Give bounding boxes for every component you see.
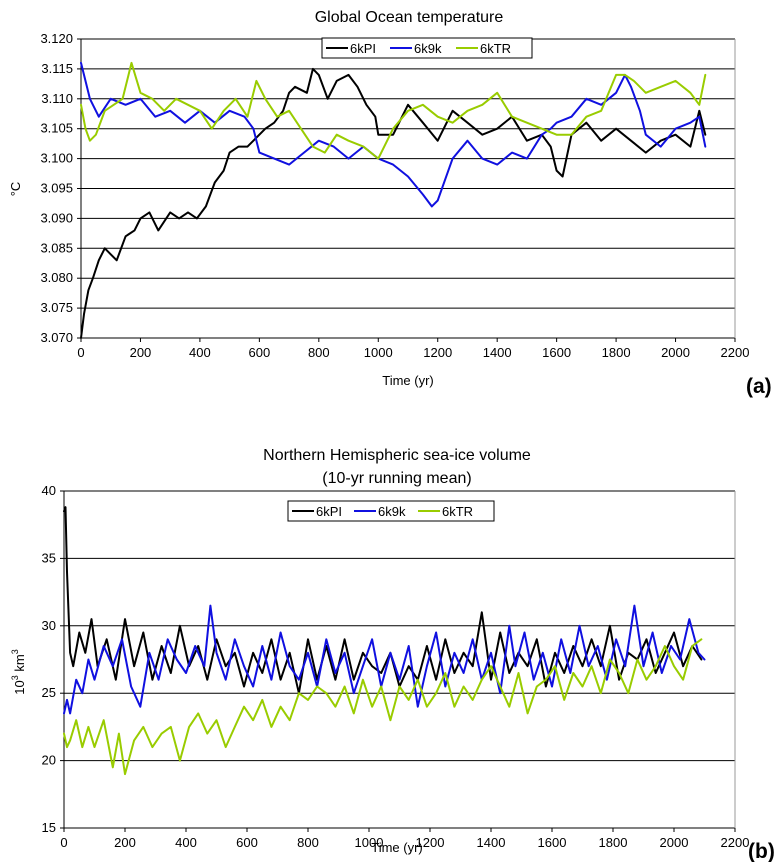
chart-b-title: Northern Hemispheric sea-ice volume — [263, 447, 531, 464]
series-line-6k9k — [63, 604, 706, 715]
chart-a-y-axis-label: °C — [8, 182, 23, 197]
series-line-6k9k — [80, 61, 707, 208]
chart-a-legend: 6kPI 6k9k 6kTR — [321, 37, 533, 59]
chart-b-legend: 6kPI 6k9k 6kTR — [287, 500, 495, 522]
y-tick-label-3.085: 3.085 — [40, 240, 73, 255]
y-label-base: 10 — [12, 680, 27, 694]
legend-b-label-6ktr: 6kTR — [442, 504, 473, 519]
y-tick-label-35: 35 — [42, 550, 56, 565]
legend-a-label-6kpi: 6kPI — [350, 41, 376, 56]
x-tick-label-200: 200 — [130, 345, 152, 360]
y-tick-label-3.100: 3.100 — [40, 151, 73, 166]
x-tick-label-400: 400 — [175, 835, 197, 850]
x-tick-label-2000: 2000 — [660, 835, 689, 850]
y-tick-label-3.095: 3.095 — [40, 181, 73, 196]
y-tick-label-3.090: 3.090 — [40, 210, 73, 225]
chart-a-gridlines — [77, 38, 736, 342]
y-tick-label-3.110: 3.110 — [41, 91, 73, 106]
chart-a-x-axis-label: Time (yr) — [382, 373, 434, 388]
chart-b-subtitle: (10-yr running mean) — [322, 470, 471, 487]
chart-b-x-axis-label: Time (yr) — [371, 840, 423, 855]
chart-b-gridlines — [60, 490, 736, 832]
y-label-unit: km — [12, 654, 27, 675]
chart-a-x-tick-labels: 0 200 400 600 800 1000 1200 1400 1600 1800 2000 220… — [77, 345, 749, 360]
chart-b-y-tick-labels: 15 20 25 30 35 40 — [42, 483, 56, 835]
x-tick-label-1600: 1600 — [542, 345, 571, 360]
chart-a-title: Global Ocean temperature — [315, 9, 504, 26]
y-tick-label-3.120: 3.120 — [40, 31, 73, 46]
y-tick-label-25: 25 — [42, 685, 56, 700]
x-tick-label-1400: 1400 — [477, 835, 506, 850]
x-tick-label-0: 0 — [77, 345, 84, 360]
legend-a-label-6k9k: 6k9k — [414, 41, 442, 56]
legend-b-label-6kpi: 6kPI — [316, 504, 342, 519]
chart-a: Global Ocean temperature 3.070 3.075 3.080… — [8, 9, 772, 398]
chart-b-y-axis-label: 103 km3 — [10, 649, 27, 694]
y-tick-label-3.105: 3.105 — [40, 121, 73, 136]
chart-a-legend-box — [321, 37, 533, 59]
y-tick-label-3.075: 3.075 — [40, 300, 73, 315]
x-tick-label-0: 0 — [60, 835, 67, 850]
chart-b-legend-box — [287, 500, 495, 522]
chart-b: Northern Hemispheric sea-ice volume (10-… — [10, 447, 775, 862]
chart-a-y-tick-labels: 3.070 3.075 3.080 3.085 3.090 3.095 3.100 3.105… — [40, 31, 73, 345]
series-line-6kpi — [80, 67, 707, 339]
legend-a-label-6ktr: 6kTR — [480, 41, 511, 56]
x-tick-label-2000: 2000 — [661, 345, 690, 360]
x-tick-label-200: 200 — [114, 835, 136, 850]
x-tick-label-1800: 1800 — [602, 345, 631, 360]
x-tick-label-600: 600 — [249, 345, 271, 360]
panel-label-a: (a) — [746, 375, 772, 398]
x-tick-label-1200: 1200 — [416, 835, 445, 850]
x-tick-label-400: 400 — [189, 345, 211, 360]
chart-b-series-lines — [63, 506, 706, 776]
chart-b-x-tick-labels: 0 200 400 600 800 1000 1200 1400 1600 1800 2000 220… — [60, 835, 749, 850]
x-tick-label-600: 600 — [236, 835, 258, 850]
chart-a-series-lines — [80, 61, 707, 339]
series-line-6kpi — [63, 506, 703, 695]
y-tick-label-3.080: 3.080 — [40, 270, 73, 285]
series-line-6ktr — [80, 61, 707, 160]
y-tick-label-15: 15 — [42, 820, 56, 835]
y-tick-label-20: 20 — [42, 753, 56, 768]
x-tick-label-800: 800 — [297, 835, 319, 850]
x-tick-label-1800: 1800 — [599, 835, 628, 850]
y-label-exp1: 3 — [10, 675, 20, 680]
x-tick-label-1200: 1200 — [423, 345, 452, 360]
x-tick-label-800: 800 — [308, 345, 330, 360]
x-tick-label-2200: 2200 — [721, 835, 750, 850]
x-tick-label-2200: 2200 — [721, 345, 750, 360]
series-line-6ktr — [63, 638, 703, 776]
x-tick-label-1000: 1000 — [355, 835, 384, 850]
y-tick-label-3.115: 3.115 — [41, 61, 73, 76]
x-tick-label-1600: 1600 — [538, 835, 567, 850]
y-label-exp2: 3 — [10, 649, 20, 654]
y-tick-label-40: 40 — [42, 483, 56, 498]
x-tick-label-1400: 1400 — [483, 345, 512, 360]
y-tick-label-30: 30 — [42, 618, 56, 633]
x-tick-label-1000: 1000 — [364, 345, 393, 360]
y-tick-label-3.070: 3.070 — [40, 330, 73, 345]
legend-b-label-6k9k: 6k9k — [378, 504, 406, 519]
panel-label-b: (b) — [748, 840, 775, 862]
